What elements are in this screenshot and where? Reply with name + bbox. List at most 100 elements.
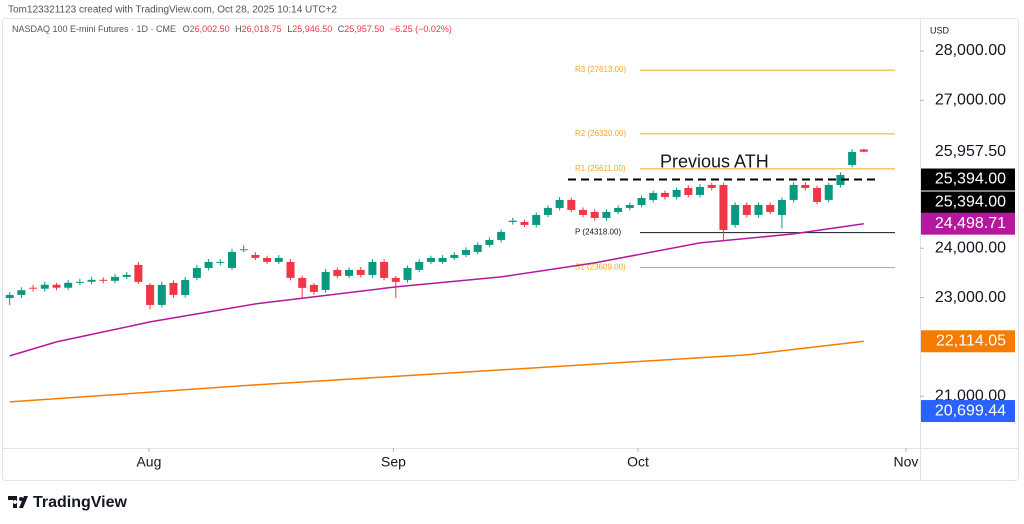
price-label: 20,699.44 — [935, 402, 1006, 419]
candle-body — [204, 261, 213, 268]
moving-average — [9, 340, 864, 403]
price-label: 22,114.05 — [936, 332, 1006, 349]
moving-average — [9, 222, 864, 357]
candle-body — [590, 211, 599, 218]
candle-body — [380, 261, 389, 278]
candle-body — [473, 244, 482, 252]
legend-change: −6.25 (−0.02%) — [390, 24, 452, 34]
legend-value: 26,002.50 — [190, 24, 230, 34]
candle-body — [415, 261, 424, 270]
candle-body — [813, 187, 822, 202]
candle-body — [777, 199, 786, 215]
candle-body — [801, 184, 810, 188]
candle-body — [520, 221, 529, 225]
price-label: 25,957.50 — [935, 143, 1006, 160]
price-label-box — [921, 212, 1015, 235]
candle-body — [333, 269, 342, 276]
candle-body — [263, 257, 272, 262]
candle-body — [789, 184, 798, 200]
candle-body — [426, 257, 435, 262]
candle-body — [40, 284, 49, 289]
candle-body — [251, 254, 260, 258]
candle-body — [29, 287, 38, 289]
candle-body — [532, 214, 541, 225]
candle-body — [274, 257, 283, 262]
pivot-label: S1 (23609.00) — [575, 263, 626, 272]
x-tick-label: Aug — [136, 454, 161, 470]
price-label-box — [921, 140, 1015, 163]
candle-body — [836, 174, 845, 185]
candle-body — [766, 204, 775, 212]
candle-body — [625, 204, 634, 208]
candle-body — [754, 204, 763, 215]
candle-body — [637, 197, 646, 205]
candle-body — [17, 290, 26, 295]
candle-body — [602, 211, 611, 218]
candle-body — [391, 277, 400, 282]
candle-body — [462, 249, 471, 255]
candle-body — [110, 276, 119, 281]
candle-body — [742, 204, 751, 215]
candle-body — [438, 257, 447, 262]
logo-mark — [8, 496, 28, 508]
pivot-label: R2 (26320.00) — [575, 129, 626, 138]
brand-logo — [8, 496, 28, 508]
legend-value: 25,957.50 — [344, 24, 384, 34]
symbol-legend: NASDAQ 100 E-mini Futures · 1D · CME O26… — [12, 24, 452, 34]
candle-body — [146, 284, 155, 305]
ath-price-label: 25,394.00 — [935, 171, 1006, 188]
candle-body — [696, 186, 705, 195]
candle-body — [684, 187, 693, 195]
x-tick-label: Sep — [381, 454, 406, 470]
candle-body — [567, 199, 576, 210]
pivot-label: P (24318.00) — [575, 228, 621, 237]
candle-body — [719, 184, 728, 230]
ath-price-label-box — [921, 191, 1015, 214]
candle-body — [672, 189, 681, 197]
brand: TradingView — [33, 494, 128, 511]
candle-body — [169, 282, 178, 295]
price-label-box — [921, 330, 1015, 353]
candle-body — [286, 261, 295, 278]
ath-price-label-box — [921, 168, 1015, 191]
y-tick-label: 24,000.00 — [935, 239, 1006, 256]
candle-body — [555, 199, 564, 208]
candle-body — [134, 264, 143, 282]
pivot-label: R3 (27613.00) — [575, 65, 626, 74]
attribution: Tom123321123 created with TradingView.co… — [8, 5, 337, 16]
candle-body — [309, 284, 318, 292]
ath-label: Previous ATH — [660, 151, 769, 171]
legend-key: H — [235, 24, 242, 34]
candle-body — [508, 220, 517, 222]
ath-price-label: 25,394.00 — [935, 194, 1006, 211]
candle-body — [614, 207, 623, 212]
candle-body — [64, 282, 73, 288]
candle-body — [485, 239, 494, 245]
candle-body — [660, 192, 669, 197]
candle-body — [356, 269, 365, 275]
y-tick-label: 28,000.00 — [935, 42, 1006, 59]
candle-body — [497, 231, 506, 240]
candle-body — [824, 184, 833, 200]
candle-body — [192, 267, 201, 278]
candle-body — [181, 279, 190, 295]
candle-body — [707, 184, 716, 188]
price-label: 24,498.71 — [935, 215, 1006, 232]
y-tick-label: 27,000.00 — [935, 92, 1006, 109]
candle-body — [859, 149, 868, 152]
candle-body — [52, 284, 61, 288]
candle-body — [731, 204, 740, 225]
x-tick-label: Oct — [627, 454, 649, 470]
currency: USD — [930, 25, 950, 35]
candle-body — [543, 207, 552, 215]
legend-value: 26,018.75 — [242, 24, 282, 34]
price-label-box — [921, 400, 1015, 423]
y-tick-label: 23,000.00 — [935, 289, 1006, 306]
candle-body — [450, 254, 459, 258]
legend-key: C — [338, 24, 345, 34]
x-tick-label: Nov — [894, 454, 919, 470]
candle-body — [298, 277, 307, 288]
candle-body — [321, 271, 330, 290]
candle-body — [122, 274, 131, 277]
